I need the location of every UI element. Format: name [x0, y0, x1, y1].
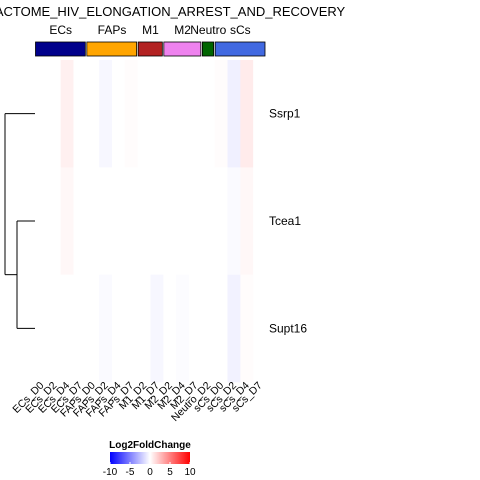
heatmap-cell	[201, 274, 215, 383]
heatmap-cell	[35, 274, 49, 383]
legend-tick-label: 0	[147, 467, 153, 478]
heatmap-cell	[150, 167, 164, 275]
heatmap-cell	[47, 274, 61, 383]
color-legend: Log2FoldChange -10 -5 0 5 10	[103, 440, 196, 478]
heatmap-cell	[137, 167, 151, 275]
legend-color-bar	[110, 452, 190, 464]
legend-tick-label: 5	[167, 467, 173, 478]
heatmap-cell	[47, 60, 61, 168]
heatmap-cell	[176, 60, 190, 168]
group-bar-faps	[86, 41, 138, 57]
legend-tick-label: -10	[103, 467, 118, 478]
group-bar-m1	[137, 41, 163, 57]
group-label-faps: FAPs	[98, 23, 127, 37]
heatmap-cell	[176, 167, 190, 275]
heatmap-cell	[253, 167, 267, 275]
group-label-ecs: ECs	[49, 23, 72, 37]
heatmap-cell	[240, 274, 254, 383]
heatmap-cell	[189, 167, 203, 275]
heatmap-cell	[73, 274, 87, 383]
heatmap-cell	[35, 60, 49, 168]
heatmap-cell	[73, 167, 87, 275]
heatmap-cell	[253, 274, 267, 383]
legend-tick-label: 10	[184, 467, 196, 478]
heatmap-cell	[112, 60, 126, 168]
heatmap-cell	[240, 167, 254, 275]
heatmap-cell	[189, 60, 203, 168]
row-label: Supt16	[269, 321, 307, 335]
group-label-m1: M1	[142, 23, 159, 37]
heatmap-cell	[112, 274, 126, 383]
heatmap-cell	[86, 167, 100, 275]
heatmap-cell	[86, 274, 100, 383]
column-labels: ECs_D0ECs_D2ECs_D4ECs_D7FAPs_D0FAPs_D2FA…	[10, 380, 264, 425]
chart-title: ACTOME_HIV_ELONGATION_ARREST_AND_RECOVER…	[0, 4, 346, 19]
heatmap-cell	[73, 60, 87, 168]
heatmap-cell	[137, 274, 151, 383]
heatmap-cell	[253, 60, 267, 168]
column-group-bars: ECs FAPs M1 M2 Neutro sCs	[35, 23, 266, 57]
heatmap-cell	[99, 274, 113, 383]
row-labels: Ssrp1 Tcea1 Supt16	[269, 107, 307, 336]
heatmap-cell	[60, 274, 74, 383]
heatmap-cell	[112, 167, 126, 275]
heatmap-cell	[227, 60, 241, 168]
group-bar-ecs	[35, 41, 86, 57]
heatmap-cell	[124, 60, 138, 168]
row-label: Ssrp1	[269, 107, 301, 121]
heatmap-cell	[150, 60, 164, 168]
heatmap-cells	[35, 60, 267, 383]
heatmap-cell	[214, 274, 228, 383]
heatmap-cell	[137, 60, 151, 168]
heatmap-cell	[99, 167, 113, 275]
group-bar-neutro	[201, 41, 215, 57]
heatmap-cell	[163, 167, 177, 275]
heatmap-cell	[124, 274, 138, 383]
group-label-m2: M2	[174, 23, 191, 37]
heatmap-cell	[60, 60, 74, 168]
group-label-scs: sCs	[230, 23, 251, 37]
heatmap-cell	[214, 60, 228, 168]
heatmap-cell	[60, 167, 74, 275]
heatmap-cell	[124, 167, 138, 275]
heatmap-cell	[227, 167, 241, 275]
heatmap-cell	[163, 274, 177, 383]
heatmap-cell	[47, 167, 61, 275]
group-label-neutro: Neutro	[190, 23, 226, 37]
group-bar-scs	[214, 41, 266, 57]
row-label: Tcea1	[269, 214, 301, 228]
heatmap-cell	[201, 167, 215, 275]
heatmap-cell	[86, 60, 100, 168]
heatmap-cell	[240, 60, 254, 168]
heatmap-cell	[189, 274, 203, 383]
group-bar-m2	[163, 41, 202, 57]
legend-tick-label: -5	[126, 467, 135, 478]
heatmap-cell	[150, 274, 164, 383]
heatmap-cell	[227, 274, 241, 383]
heatmap-cell	[201, 60, 215, 168]
legend-title: Log2FoldChange	[109, 440, 191, 451]
heatmap-cell	[99, 60, 113, 168]
heatmap-cell	[176, 274, 190, 383]
heatmap-cell	[35, 167, 49, 275]
row-dendrogram	[4, 113, 35, 329]
heatmap-cell	[214, 167, 228, 275]
heatmap-cell	[163, 60, 177, 168]
